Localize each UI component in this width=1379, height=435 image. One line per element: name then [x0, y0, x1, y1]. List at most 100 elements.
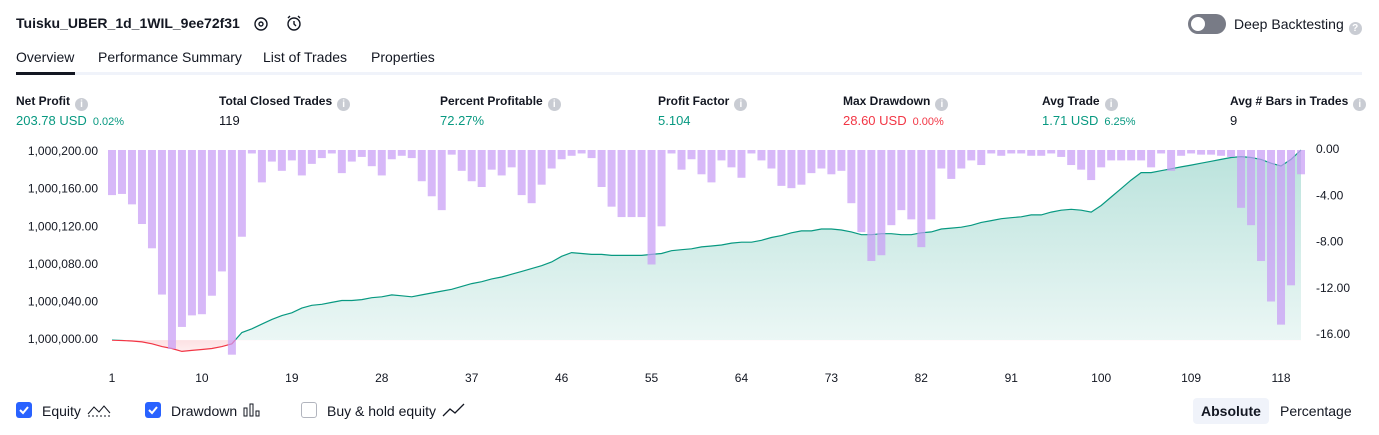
drawdown-bar: [487, 150, 496, 170]
drawdown-bar: [647, 150, 656, 265]
metric-value: 28.60 USD 0.00%: [843, 113, 944, 128]
legend-icon: [243, 402, 261, 423]
drawdown-bar: [777, 150, 786, 186]
drawdown-bar: [517, 150, 526, 196]
drawdown-bar: [1267, 150, 1276, 302]
drawdown-bar: [1007, 150, 1016, 154]
mode-button[interactable]: Percentage: [1280, 403, 1352, 419]
x-tick-label: 118: [1271, 371, 1290, 385]
drawdown-bar: [1077, 150, 1086, 170]
drawdown-bar: [817, 150, 826, 169]
drawdown-bar: [767, 150, 776, 169]
drawdown-bar: [187, 150, 196, 316]
drawdown-bar: [717, 150, 726, 161]
tab-underline: [16, 72, 1362, 75]
drawdown-bar: [1067, 150, 1076, 166]
drawdown-bar: [757, 150, 766, 161]
drawdown-bar: [1217, 150, 1226, 156]
tab[interactable]: Overview: [16, 49, 75, 65]
metric-label: Percent Profitable i: [440, 94, 561, 111]
drawdown-bar: [1167, 150, 1176, 171]
x-tick-label: 100: [1091, 371, 1111, 385]
drawdown-bar: [787, 150, 796, 189]
drawdown-bar: [1117, 150, 1126, 161]
x-tick-label: 82: [915, 371, 929, 385]
drawdown-bar: [797, 150, 806, 185]
drawdown-bar: [357, 150, 366, 157]
drawdown-bar: [267, 150, 276, 162]
drawdown-bar: [157, 150, 166, 295]
drawdown-bar: [877, 150, 886, 256]
tab[interactable]: List of Trades: [263, 49, 348, 65]
drawdown-bar: [1207, 150, 1216, 155]
drawdown-bar: [327, 150, 336, 154]
metric-value: 9: [1230, 113, 1237, 128]
y2-tick-label: -8.00: [1316, 235, 1344, 249]
info-icon: i: [337, 98, 351, 111]
drawdown-bar: [127, 150, 136, 205]
drawdown-bar: [1147, 150, 1156, 168]
metric-value-text: 72.27%: [440, 113, 485, 128]
drawdown-bar: [1187, 150, 1196, 154]
drawdown-bar: [687, 150, 696, 160]
checkbox[interactable]: [16, 402, 32, 418]
drawdown-bar: [347, 150, 356, 162]
drawdown-bar: [1227, 150, 1236, 157]
drawdown-bar: [637, 150, 646, 218]
drawdown-bar: [917, 150, 926, 248]
metric-label: Profit Factor i: [658, 94, 748, 111]
tab[interactable]: Properties: [371, 49, 435, 65]
info-icon[interactable]: ?: [1348, 22, 1362, 35]
drawdown-bar: [747, 150, 756, 154]
drawdown-bar: [217, 150, 226, 272]
drawdown-bar: [1237, 150, 1246, 208]
deep-backtesting-label: Deep Backtesting?: [1234, 16, 1362, 35]
drawdown-bar: [117, 150, 126, 194]
drawdown-bar: [1247, 150, 1256, 226]
metric-label-text: Max Drawdown: [843, 94, 931, 108]
mode-button[interactable]: Absolute: [1193, 398, 1269, 424]
toggle-knob: [1191, 17, 1205, 31]
checkbox[interactable]: [145, 402, 161, 418]
x-tick-label: 55: [645, 371, 659, 385]
info-icon: i: [734, 98, 748, 111]
metric-label: Avg Trade i: [1042, 94, 1118, 111]
drawdown-bar: [837, 150, 846, 171]
y2-tick-label: -16.00: [1316, 327, 1350, 341]
deep-backtesting-text: Deep Backtesting: [1234, 16, 1344, 32]
metric-label-text: Avg Trade: [1042, 94, 1100, 108]
drawdown-bar: [377, 150, 386, 176]
drawdown-bar: [1257, 150, 1266, 262]
drawdown-bar: [907, 150, 916, 220]
drawdown-bar: [417, 150, 426, 182]
drawdown-bar: [1097, 150, 1106, 168]
metric-value-text: 9: [1230, 113, 1238, 128]
checkbox[interactable]: [301, 402, 317, 418]
legend-label: Equity: [42, 403, 81, 419]
metric-value: 72.27%: [440, 113, 484, 128]
equity-area: [112, 150, 1301, 352]
drawdown-bar: [1297, 150, 1305, 175]
drawdown-bar: [947, 150, 956, 179]
y2-tick-label: 0.00: [1316, 142, 1340, 156]
metric-value-text: 119: [219, 113, 240, 128]
tab[interactable]: Performance Summary: [98, 49, 242, 65]
drawdown-bar: [227, 150, 236, 355]
y2-tick-label: -4.00: [1316, 188, 1344, 202]
drawdown-bar: [457, 150, 466, 171]
drawdown-bar: [987, 150, 996, 154]
metric-value-text: 5.104: [658, 113, 691, 128]
drawdown-bar: [147, 150, 156, 249]
drawdown-bar: [847, 150, 856, 204]
drawdown-bar: [1087, 150, 1096, 181]
metric-label-text: Total Closed Trades: [219, 94, 333, 108]
drawdown-bar: [177, 150, 186, 327]
y-tick-label: 1,000,200.00: [28, 144, 98, 158]
x-tick-label: 46: [555, 371, 569, 385]
active-tab-indicator: [16, 72, 75, 75]
check-mark: [19, 406, 29, 415]
drawdown-bar: [257, 150, 266, 183]
metric-percent: 6.25%: [1104, 116, 1136, 128]
drawdown-bar: [307, 150, 316, 164]
x-tick-label: 109: [1181, 371, 1201, 385]
